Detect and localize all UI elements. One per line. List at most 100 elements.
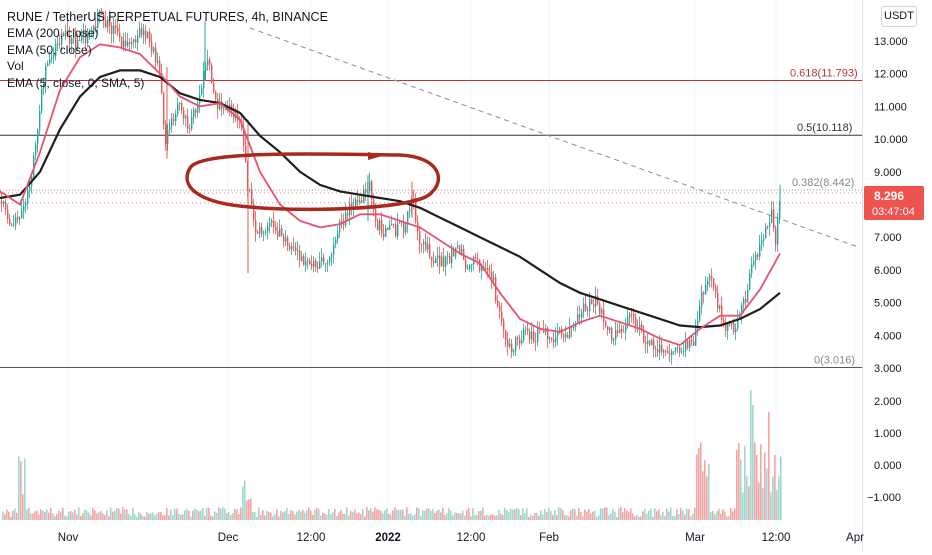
candle-body [275,226,277,231]
volume-bar [760,444,762,520]
candle-body [577,314,579,324]
candle-body [431,256,433,261]
candle-body [433,260,435,264]
candle-body [335,239,337,245]
indicator-volume[interactable]: Vol [7,59,24,74]
volume-bar [258,507,260,520]
candle-body [699,306,701,321]
candle-body [331,254,333,257]
candle-body [683,351,685,353]
candle-body [499,306,501,312]
volume-bar [42,510,44,520]
volume-bar [284,511,286,520]
candle-body [107,19,109,28]
volume-bar [358,512,360,520]
candle-body [157,60,159,63]
volume-bar [538,515,540,520]
volume-bar [510,508,512,520]
candle-body [597,296,599,304]
volume-bar [506,510,508,520]
candle-body [453,249,455,257]
candle-body [491,271,493,280]
volume-bar [608,515,610,520]
volume-bar [620,507,622,520]
volume-bar [770,492,772,520]
volume-bar [310,510,312,520]
volume-bar [502,515,504,520]
volume-bar [576,515,578,520]
volume-bar [402,509,404,520]
candle-body [765,226,767,239]
time-axis[interactable]: Nov Dec 12:00 2022 12:00 Feb Mar 12:00 Apr [58,532,864,544]
candle-body [603,309,605,322]
candle-body [517,337,519,339]
volume-bar [98,512,100,520]
volume-bar [672,515,674,520]
candle-body [645,342,647,344]
indicator-ema-200[interactable]: EMA (200, close) [7,26,99,41]
indicator-ema-50[interactable]: EMA (50, close) [7,42,92,57]
volume-bar [446,512,448,520]
volume-bar [334,508,336,520]
volume-bar [676,509,678,520]
volume-bar [398,510,400,520]
candle-body [443,256,445,267]
candle-body [531,331,533,340]
candle-body [29,186,31,190]
volume-bar [394,507,396,520]
candle-body [527,328,529,332]
currency-button[interactable]: USDT [881,6,917,27]
candle-body [469,265,471,269]
candle-body [459,245,461,255]
volume-bar [756,454,758,520]
volume-tick-label: 0.000 [874,460,902,472]
candle-body [587,309,589,312]
candle-body [253,204,255,221]
volume-bar [700,442,702,520]
volume-bar [592,511,594,520]
volume-bar [212,516,214,520]
volume-bar [38,514,40,520]
indicator-ema-5[interactable]: EMA (5, close, 0, SMA, 5) [7,75,145,90]
candle-body [759,243,761,257]
volume-bar [312,515,314,520]
symbol-title[interactable]: RUNE / TetherUS PERPETUAL FUTURES, 4h, B… [7,10,328,24]
candle-body [59,43,61,45]
volume-bar [688,509,690,520]
candle-body [511,343,513,353]
candle-body [557,331,559,337]
candle-body [569,326,571,339]
time-tick-label: 12:00 [762,532,791,544]
candle-body [303,256,305,266]
candle-body [69,35,71,44]
candle-body [479,259,481,272]
price-tick-label: 9.000 [874,167,902,179]
candle-body [513,350,515,353]
candle-body [429,244,431,257]
volume-bar [500,513,502,520]
volume-bar [490,514,492,520]
volume-bar [762,488,764,520]
volume-bar [712,511,714,520]
volume-bar [246,500,248,520]
candle-body [293,246,295,248]
volume-bar [174,508,176,520]
volume-bar [726,516,728,520]
candle-body [263,232,265,234]
annotation-ellipse[interactable] [185,152,441,212]
candle-body [49,59,51,64]
candle-body [79,39,81,41]
candle-body [573,326,575,328]
price-tick-label: 4.000 [874,330,902,342]
volume-bar [24,458,26,520]
volume-bar [346,507,348,520]
volume-bar [616,516,618,520]
candle-body [715,286,717,293]
volume-bar [638,516,640,520]
price-tick-label: 12.000 [874,69,908,81]
volume-bar [598,515,600,520]
candle-body [313,260,315,267]
volume-bar [622,511,624,520]
candle-body [205,65,207,72]
